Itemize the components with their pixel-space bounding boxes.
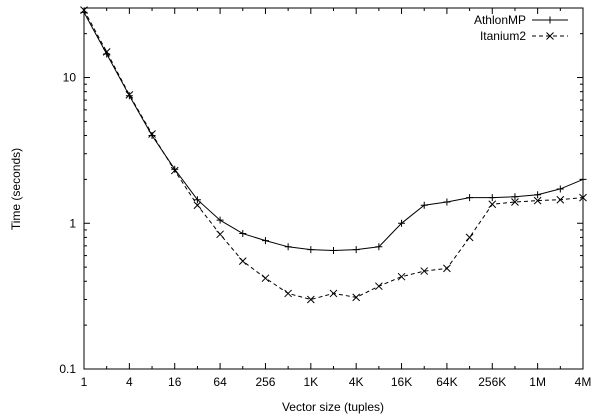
x-tick-label: 4K — [349, 375, 364, 389]
x-tick-label: 1K — [303, 375, 318, 389]
data-point-athlonmp — [420, 201, 428, 209]
data-point-athlonmp — [239, 230, 247, 238]
data-point-athlonmp — [534, 191, 542, 199]
data-point-itanium2 — [80, 6, 88, 14]
data-point-athlonmp — [511, 193, 519, 201]
legend-marker-itanium2 — [546, 32, 554, 40]
data-point-itanium2 — [488, 200, 497, 209]
x-tick-label: 256 — [255, 375, 275, 389]
data-point-itanium2 — [375, 282, 383, 291]
data-point-itanium2 — [216, 230, 224, 239]
x-tick-label: 16K — [391, 375, 412, 389]
series-itanium2 — [80, 6, 587, 304]
data-point-itanium2 — [533, 196, 542, 205]
legend-marker-athlonmp — [546, 16, 554, 24]
x-tick-label: 4 — [126, 375, 133, 389]
data-point-athlonmp — [193, 196, 201, 204]
data-point-athlonmp — [556, 185, 564, 193]
data-point-athlonmp — [579, 175, 587, 183]
data-point-athlonmp — [375, 243, 383, 251]
data-point-itanium2 — [238, 257, 247, 265]
x-tick-label: 4M — [575, 375, 592, 389]
y-axis-title: Time (seconds) — [9, 148, 23, 230]
data-point-itanium2 — [261, 274, 270, 283]
x-tick-label: 16 — [168, 375, 182, 389]
data-point-itanium2 — [102, 48, 111, 56]
data-point-athlonmp — [125, 92, 133, 100]
data-point-itanium2 — [420, 267, 429, 275]
data-point-athlonmp — [488, 194, 496, 202]
data-point-itanium2 — [284, 289, 292, 298]
data-point-itanium2 — [170, 166, 179, 175]
data-point-athlonmp — [261, 237, 269, 245]
data-point-athlonmp — [352, 246, 360, 254]
data-point-athlonmp — [330, 247, 337, 255]
y-tick-label: 1 — [69, 216, 76, 230]
legend-label-athlonmp: AthlonMP — [474, 13, 526, 27]
y-tick-label: 10 — [63, 71, 77, 85]
legend-entry-itanium2: Itanium2 — [480, 29, 568, 43]
x-axis-title: Vector size (tuples) — [282, 400, 384, 414]
data-point-athlonmp — [216, 216, 224, 224]
data-point-itanium2 — [465, 233, 474, 242]
data-point-itanium2 — [148, 130, 156, 138]
x-tick-label: 64 — [213, 375, 227, 389]
data-point-athlonmp — [443, 198, 451, 206]
data-point-itanium2 — [193, 201, 202, 210]
data-point-athlonmp — [284, 243, 292, 251]
x-tick-label: 64K — [436, 375, 457, 389]
data-point-athlonmp — [307, 246, 315, 254]
data-point-itanium2 — [397, 272, 406, 281]
legend-label-itanium2: Itanium2 — [480, 29, 526, 43]
data-point-itanium2 — [329, 289, 338, 298]
x-tick-label: 1 — [81, 375, 88, 389]
data-point-athlonmp — [466, 194, 474, 202]
data-point-itanium2 — [511, 198, 519, 206]
y-tick-label: 0.1 — [59, 362, 76, 376]
x-tick-label: 1M — [529, 375, 546, 389]
data-point-itanium2 — [306, 295, 315, 304]
data-point-itanium2 — [352, 293, 361, 302]
data-point-itanium2 — [579, 193, 587, 202]
data-point-itanium2 — [443, 264, 451, 273]
data-point-itanium2 — [556, 195, 565, 204]
x-tick-label: 256K — [478, 375, 506, 389]
data-point-itanium2 — [125, 91, 134, 99]
legend-entry-athlonmp: AthlonMP — [474, 13, 568, 27]
data-point-athlonmp — [398, 219, 406, 227]
